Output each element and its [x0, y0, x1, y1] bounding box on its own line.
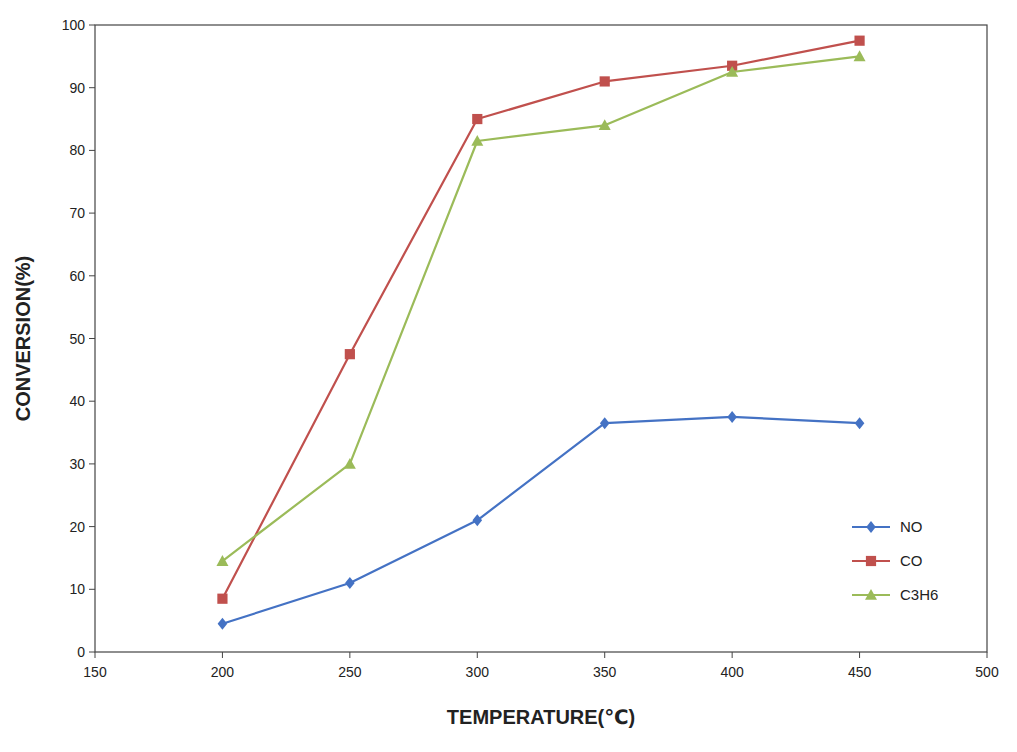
x-tick: [477, 652, 478, 658]
y-tick: [89, 25, 95, 26]
x-tick: [222, 652, 223, 658]
y-tick: [89, 87, 95, 88]
legend-item: C3H6: [852, 586, 938, 603]
legend-marker: [866, 556, 876, 566]
legend-label: CO: [900, 552, 923, 569]
y-tick-label: 10: [69, 581, 85, 597]
data-point: [217, 594, 227, 604]
data-point: [345, 577, 355, 589]
x-tick-label: 300: [466, 664, 490, 680]
data-point: [216, 555, 228, 566]
y-tick-label: 70: [69, 205, 85, 221]
series-line: [222, 41, 859, 599]
chart: 150 200 250 300 350 400 450 500 0 10 20 30 40 50 60 70 8…: [0, 0, 1017, 752]
y-tick-label: 50: [69, 331, 85, 347]
data-point: [600, 417, 610, 429]
legend-marker: [865, 589, 877, 600]
x-tick-label: 500: [975, 664, 999, 680]
y-tick: [89, 275, 95, 276]
data-point: [727, 411, 737, 423]
x-tick: [987, 652, 988, 658]
y-tick-label: 90: [69, 80, 85, 96]
legend-marker: [866, 521, 876, 533]
y-tick-label: 40: [69, 393, 85, 409]
x-tick-label: 400: [720, 664, 744, 680]
data-point: [218, 618, 228, 630]
series-line: [222, 56, 859, 561]
x-tick-label: 150: [83, 664, 107, 680]
legend-item: NO: [852, 518, 923, 535]
y-tick-label: 60: [69, 268, 85, 284]
legend: NO CO C3H6: [852, 518, 938, 603]
data-point: [599, 119, 611, 130]
y-tick: [89, 338, 95, 339]
legend-label: NO: [900, 518, 923, 535]
y-tick-label: 20: [69, 519, 85, 535]
y-tick: [89, 652, 95, 653]
x-tick-label: 450: [848, 664, 872, 680]
x-axis-label: TEMPERATURE(℃): [447, 706, 635, 728]
y-tick-label: 0: [77, 644, 85, 660]
x-tick: [604, 652, 605, 658]
data-point: [344, 458, 356, 469]
plot-area: [216, 36, 865, 630]
legend-item: CO: [852, 552, 923, 569]
y-tick-label: 80: [69, 142, 85, 158]
data-point: [472, 114, 482, 124]
y-tick: [89, 150, 95, 151]
x-tick: [732, 652, 733, 658]
axes: 150 200 250 300 350 400 450 500 0 10 20 30 40 50 60 70 8…: [62, 17, 999, 680]
data-point: [472, 514, 482, 526]
y-tick: [89, 401, 95, 402]
x-tick: [349, 652, 350, 658]
data-point: [726, 66, 738, 77]
y-tick-label: 100: [62, 17, 86, 33]
data-point: [854, 36, 864, 46]
x-tick-label: 350: [593, 664, 617, 680]
y-tick: [89, 589, 95, 590]
x-tick-label: 250: [338, 664, 362, 680]
data-point: [855, 417, 865, 429]
x-tick: [859, 652, 860, 658]
series-line: [222, 417, 859, 624]
data-point: [471, 135, 483, 146]
y-tick: [89, 213, 95, 214]
data-point: [854, 50, 866, 61]
y-axis-label: CONVERSION(%): [12, 256, 34, 422]
y-tick: [89, 463, 95, 464]
data-point: [600, 76, 610, 86]
x-tick-label: 200: [211, 664, 235, 680]
data-point: [345, 349, 355, 359]
y-tick: [89, 526, 95, 527]
plot-frame: [95, 25, 987, 652]
chart-container: 150 200 250 300 350 400 450 500 0 10 20 30 40 50 60 70 8…: [0, 0, 1017, 752]
x-tick: [95, 652, 96, 658]
y-tick-label: 30: [69, 456, 85, 472]
legend-label: C3H6: [900, 586, 938, 603]
